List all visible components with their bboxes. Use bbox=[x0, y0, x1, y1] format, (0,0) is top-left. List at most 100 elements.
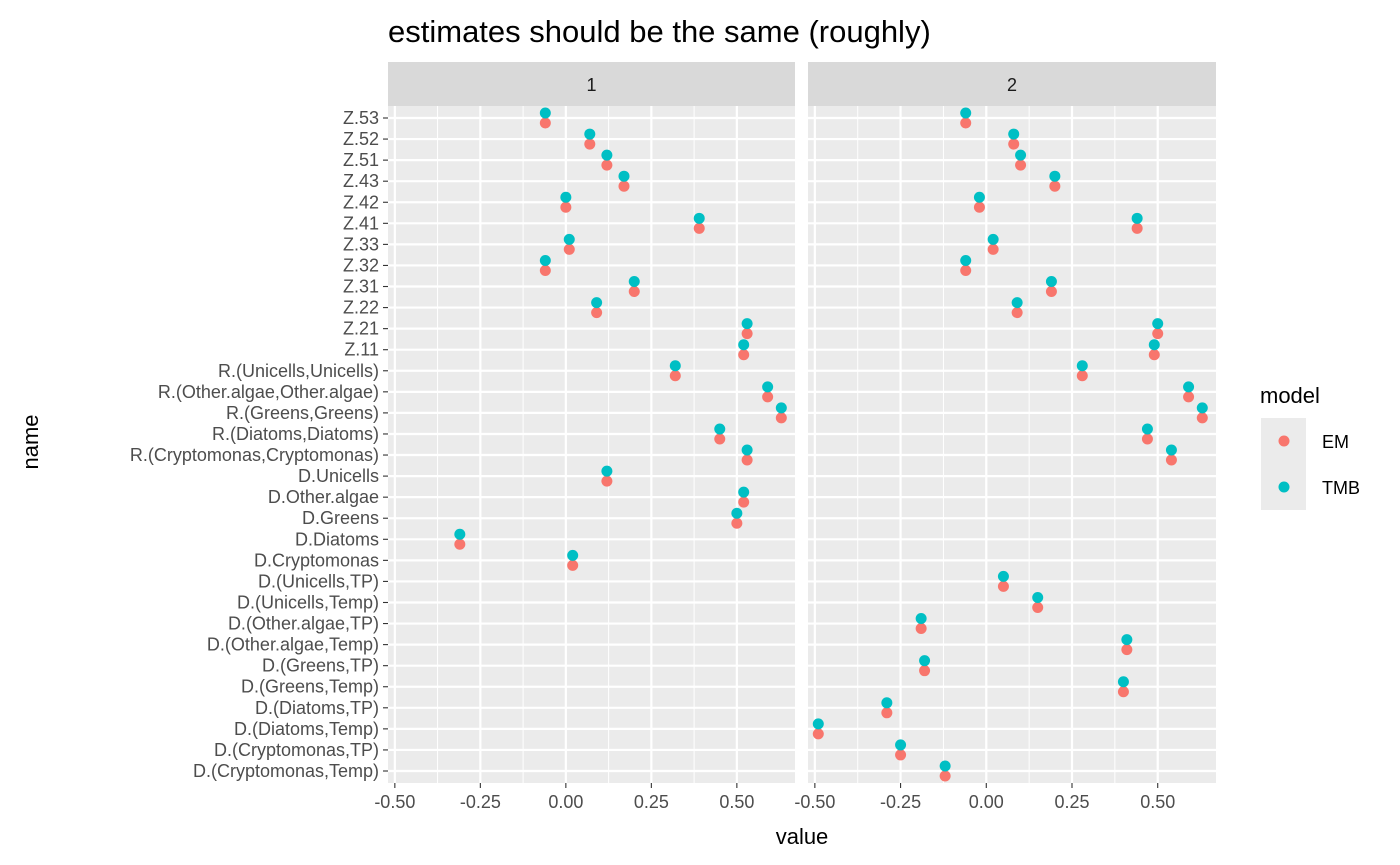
point-em bbox=[731, 517, 743, 529]
legend-key-em bbox=[1278, 435, 1290, 447]
point-em bbox=[812, 728, 824, 740]
point-tmb bbox=[939, 760, 951, 772]
point-em bbox=[454, 538, 466, 550]
point-em bbox=[1196, 412, 1208, 424]
y-tick-label: D.Cryptomonas bbox=[254, 550, 379, 570]
point-em bbox=[1117, 686, 1129, 698]
point-em bbox=[567, 559, 579, 571]
legend-key-bg bbox=[1261, 418, 1306, 510]
strip-background bbox=[808, 62, 1216, 106]
point-em bbox=[997, 580, 1009, 592]
y-tick-label: D.(Other.algae,Temp) bbox=[207, 635, 379, 655]
point-tmb bbox=[960, 107, 972, 119]
point-em bbox=[738, 349, 750, 361]
y-tick-label: R.(Diatoms,Diatoms) bbox=[212, 424, 379, 444]
point-tmb bbox=[584, 128, 596, 140]
x-tick-label: 0.50 bbox=[1140, 792, 1175, 812]
x-tick-label: 0.00 bbox=[548, 792, 583, 812]
y-tick-label: D.Greens bbox=[302, 508, 379, 528]
y-tick-label: D.(Diatoms,Temp) bbox=[234, 719, 379, 739]
point-tmb bbox=[714, 423, 726, 435]
point-tmb bbox=[1045, 276, 1057, 288]
point-em bbox=[1152, 328, 1164, 340]
point-tmb bbox=[731, 507, 743, 519]
point-em bbox=[591, 307, 603, 319]
y-tick-label: D.(Diatoms,TP) bbox=[255, 698, 379, 718]
point-em bbox=[1032, 601, 1044, 613]
point-tmb bbox=[960, 254, 972, 266]
point-em bbox=[987, 243, 999, 255]
point-em bbox=[539, 264, 551, 276]
point-em bbox=[939, 770, 951, 782]
point-tmb bbox=[1011, 297, 1023, 309]
y-tick-labels: Z.53Z.52Z.51Z.43Z.42Z.41Z.33Z.32Z.31Z.22… bbox=[130, 108, 388, 781]
x-tick-label: -0.25 bbox=[880, 792, 921, 812]
legend: model EM TMB bbox=[1260, 383, 1360, 510]
point-em bbox=[1011, 307, 1023, 319]
point-tmb bbox=[618, 170, 630, 182]
point-em bbox=[584, 138, 596, 150]
strip-label: 2 bbox=[1007, 75, 1017, 95]
point-em bbox=[1045, 286, 1057, 298]
point-tmb bbox=[539, 107, 551, 119]
y-tick-label: Z.43 bbox=[343, 171, 379, 191]
y-tick-label: Z.33 bbox=[343, 234, 379, 254]
y-tick-label: Z.21 bbox=[343, 319, 379, 339]
point-em bbox=[601, 159, 613, 171]
point-em bbox=[881, 707, 893, 719]
x-tick-label: 0.00 bbox=[969, 792, 1004, 812]
point-tmb bbox=[1165, 444, 1177, 456]
point-tmb bbox=[738, 486, 750, 498]
y-tick-label: D.(Greens,TP) bbox=[262, 656, 379, 676]
point-em bbox=[618, 180, 630, 192]
x-tick-label: -0.25 bbox=[460, 792, 501, 812]
y-tick-label: Z.42 bbox=[343, 192, 379, 212]
y-tick-label: Z.22 bbox=[343, 298, 379, 318]
x-tick-label: -0.50 bbox=[794, 792, 835, 812]
point-em bbox=[738, 496, 750, 508]
point-tmb bbox=[601, 465, 613, 477]
point-tmb bbox=[1152, 318, 1164, 330]
strip-background bbox=[388, 62, 795, 106]
point-em bbox=[960, 117, 972, 129]
y-tick-label: D.(Cryptomonas,Temp) bbox=[193, 761, 379, 781]
point-tmb bbox=[1148, 339, 1160, 351]
strip-label: 1 bbox=[586, 75, 596, 95]
legend-title: model bbox=[1260, 383, 1320, 408]
point-em bbox=[563, 243, 575, 255]
point-tmb bbox=[1032, 591, 1044, 603]
y-tick-label: Z.31 bbox=[343, 277, 379, 297]
point-tmb bbox=[454, 528, 466, 540]
point-tmb bbox=[628, 276, 640, 288]
point-tmb bbox=[1049, 170, 1061, 182]
point-tmb bbox=[775, 402, 787, 414]
x-tick-label: 0.25 bbox=[634, 792, 669, 812]
point-em bbox=[669, 370, 681, 382]
point-em bbox=[919, 665, 931, 677]
point-tmb bbox=[1196, 402, 1208, 414]
point-tmb bbox=[1076, 360, 1088, 372]
point-em bbox=[714, 433, 726, 445]
point-tmb bbox=[881, 697, 893, 709]
point-tmb bbox=[1183, 381, 1195, 393]
point-tmb bbox=[915, 613, 927, 625]
panels: 1 -0.50 -0.25 0.00 0.25 0.50 2 -0.50 -0.25 0.00 0.… bbox=[374, 62, 1216, 812]
point-tmb bbox=[1008, 128, 1020, 140]
point-tmb bbox=[1117, 676, 1129, 688]
point-tmb bbox=[539, 254, 551, 266]
y-axis-title: name bbox=[18, 414, 43, 469]
point-em bbox=[1141, 433, 1153, 445]
x-tick-label: 0.25 bbox=[1054, 792, 1089, 812]
point-tmb bbox=[738, 339, 750, 351]
y-tick-label: D.(Greens,Temp) bbox=[241, 677, 379, 697]
point-tmb bbox=[812, 718, 824, 730]
point-em bbox=[762, 391, 774, 403]
y-tick-label: Z.53 bbox=[343, 108, 379, 128]
panel-2: 2 -0.50 -0.25 0.00 0.25 0.50 bbox=[794, 62, 1216, 812]
x-tick-label: 0.50 bbox=[719, 792, 754, 812]
point-tmb bbox=[563, 233, 575, 245]
chart-title: estimates should be the same (roughly) bbox=[388, 14, 931, 49]
point-em bbox=[1121, 644, 1133, 656]
y-tick-label: R.(Greens,Greens) bbox=[226, 403, 379, 423]
point-em bbox=[973, 201, 985, 213]
